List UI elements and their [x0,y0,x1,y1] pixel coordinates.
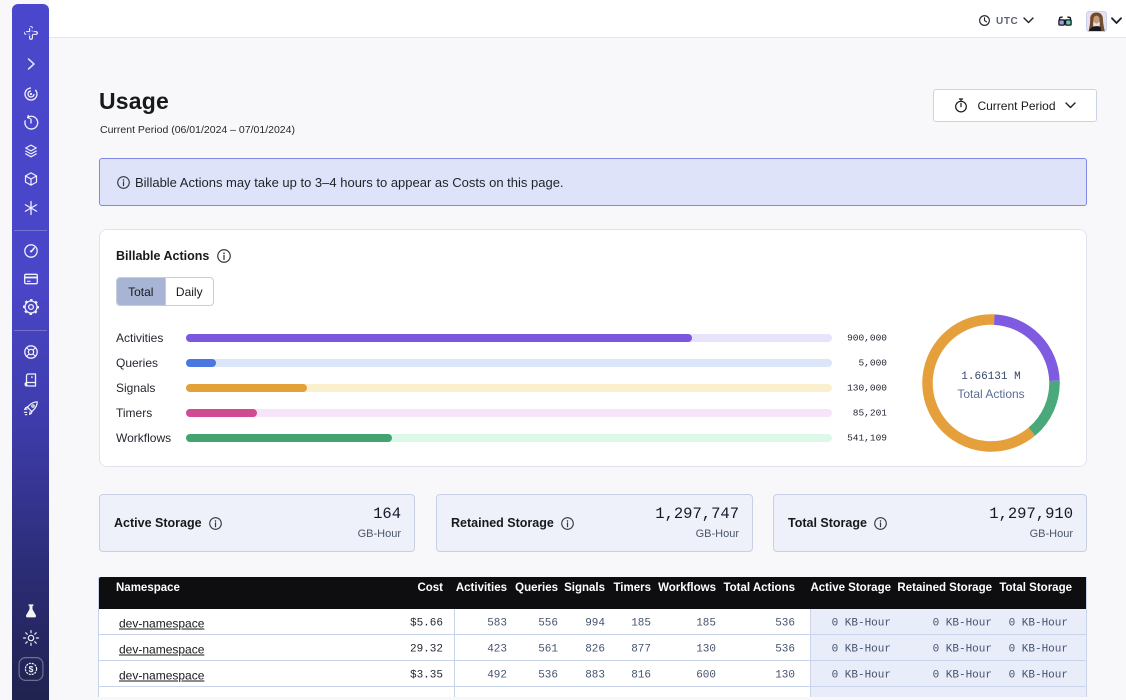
svg-text:$: $ [28,664,33,674]
